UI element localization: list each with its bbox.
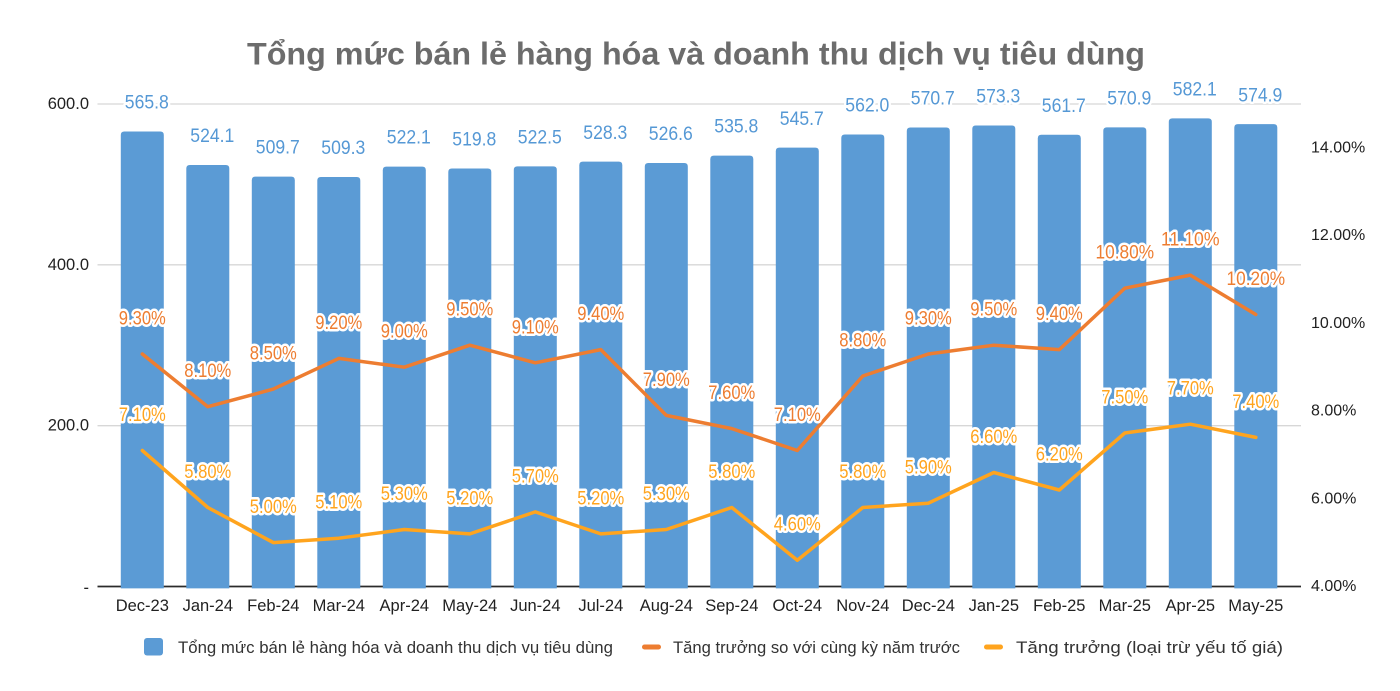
svg-text:Jun-24: Jun-24: [510, 597, 560, 615]
svg-text:545.7: 545.7: [780, 109, 824, 130]
svg-text:522.1: 522.1: [387, 128, 431, 149]
svg-text:8.00%: 8.00%: [1311, 403, 1356, 420]
svg-text:519.8: 519.8: [452, 130, 496, 151]
svg-text:8.80%: 8.80%: [839, 331, 886, 352]
svg-text:200.0: 200.0: [48, 417, 89, 435]
svg-text:9.50%: 9.50%: [970, 300, 1017, 321]
svg-text:600.0: 600.0: [48, 95, 89, 113]
svg-text:7.60%: 7.60%: [708, 383, 755, 404]
svg-text:Apr-25: Apr-25: [1166, 597, 1216, 615]
svg-text:Jan-24: Jan-24: [183, 597, 233, 615]
svg-text:9.00%: 9.00%: [381, 322, 428, 343]
svg-text:10.80%: 10.80%: [1096, 243, 1155, 264]
svg-text:12.00%: 12.00%: [1311, 227, 1365, 244]
svg-text:9.50%: 9.50%: [446, 300, 493, 321]
svg-text:Apr-24: Apr-24: [380, 597, 430, 615]
svg-text:9.30%: 9.30%: [119, 309, 166, 330]
svg-text:5.80%: 5.80%: [184, 462, 231, 483]
svg-text:Dec-24: Dec-24: [902, 597, 955, 615]
svg-text:7.10%: 7.10%: [774, 405, 821, 426]
svg-text:6.60%: 6.60%: [970, 427, 1017, 448]
svg-text:7.90%: 7.90%: [643, 370, 690, 391]
svg-text:570.7: 570.7: [911, 89, 955, 110]
svg-text:10.00%: 10.00%: [1311, 315, 1365, 332]
svg-text:Oct-24: Oct-24: [773, 597, 823, 615]
svg-text:509.3: 509.3: [321, 138, 365, 159]
svg-text:-: -: [84, 579, 90, 597]
svg-text:4.60%: 4.60%: [774, 515, 821, 536]
svg-text:5.10%: 5.10%: [315, 493, 362, 514]
svg-text:14.00%: 14.00%: [1311, 139, 1365, 156]
svg-text:Nov-24: Nov-24: [836, 597, 889, 615]
svg-text:Jan-25: Jan-25: [969, 597, 1019, 615]
svg-text:400.0: 400.0: [48, 256, 89, 274]
svg-text:528.3: 528.3: [583, 123, 627, 144]
svg-text:535.8: 535.8: [714, 117, 758, 138]
svg-text:7.40%: 7.40%: [1232, 392, 1279, 413]
svg-text:8.50%: 8.50%: [250, 344, 297, 365]
svg-text:Tăng trưởng so với cùng kỳ năm: Tăng trưởng so với cùng kỳ năm trước: [673, 639, 960, 657]
svg-text:Mar-24: Mar-24: [313, 597, 365, 615]
svg-text:7.50%: 7.50%: [1101, 388, 1148, 409]
svg-text:10.20%: 10.20%: [1227, 269, 1286, 290]
svg-text:Mar-25: Mar-25: [1099, 597, 1151, 615]
svg-text:9.40%: 9.40%: [1036, 304, 1083, 325]
svg-text:561.7: 561.7: [1042, 96, 1086, 117]
svg-text:6.00%: 6.00%: [1311, 490, 1356, 507]
svg-text:May-25: May-25: [1228, 597, 1283, 615]
svg-text:Sep-24: Sep-24: [705, 597, 758, 615]
svg-text:562.0: 562.0: [845, 96, 889, 117]
svg-text:Aug-24: Aug-24: [640, 597, 693, 615]
svg-text:526.6: 526.6: [649, 124, 693, 145]
svg-text:524.1: 524.1: [190, 126, 234, 147]
svg-text:Feb-24: Feb-24: [247, 597, 299, 615]
svg-text:Feb-25: Feb-25: [1033, 597, 1085, 615]
svg-text:509.7: 509.7: [256, 138, 300, 159]
svg-text:5.20%: 5.20%: [446, 488, 493, 509]
svg-text:574.9: 574.9: [1238, 85, 1282, 106]
svg-text:Tổng mức bán lẻ hàng hóa và do: Tổng mức bán lẻ hàng hóa và doanh thu dị…: [178, 639, 613, 657]
svg-text:Dec-23: Dec-23: [116, 597, 169, 615]
svg-text:9.30%: 9.30%: [905, 309, 952, 330]
svg-text:11.10%: 11.10%: [1161, 230, 1220, 251]
svg-text:7.70%: 7.70%: [1167, 379, 1214, 400]
svg-text:573.3: 573.3: [976, 87, 1020, 108]
svg-text:Tăng trưởng (loại trừ yếu tố g: Tăng trưởng (loại trừ yếu tố giá): [1016, 639, 1283, 657]
svg-text:8.10%: 8.10%: [184, 361, 231, 382]
svg-text:9.40%: 9.40%: [577, 304, 624, 325]
svg-text:9.10%: 9.10%: [512, 317, 559, 338]
svg-text:5.20%: 5.20%: [577, 488, 624, 509]
svg-text:5.70%: 5.70%: [512, 466, 559, 487]
svg-text:May-24: May-24: [442, 597, 497, 615]
svg-text:5.80%: 5.80%: [708, 462, 755, 483]
svg-text:9.20%: 9.20%: [315, 313, 362, 334]
svg-text:4.00%: 4.00%: [1311, 578, 1356, 595]
svg-text:6.20%: 6.20%: [1036, 445, 1083, 466]
svg-text:5.30%: 5.30%: [381, 484, 428, 505]
svg-text:7.10%: 7.10%: [119, 405, 166, 426]
svg-text:Tổng mức bán lẻ hàng hóa và do: Tổng mức bán lẻ hàng hóa và doanh thu dị…: [247, 35, 1145, 71]
svg-text:570.9: 570.9: [1107, 89, 1151, 110]
svg-text:522.5: 522.5: [518, 127, 562, 148]
svg-text:5.30%: 5.30%: [643, 484, 690, 505]
svg-text:565.8: 565.8: [125, 93, 169, 114]
svg-text:5.80%: 5.80%: [839, 462, 886, 483]
svg-text:582.1: 582.1: [1173, 80, 1217, 101]
svg-text:Jul-24: Jul-24: [578, 597, 623, 615]
svg-text:5.00%: 5.00%: [250, 497, 297, 518]
svg-text:5.90%: 5.90%: [905, 458, 952, 479]
